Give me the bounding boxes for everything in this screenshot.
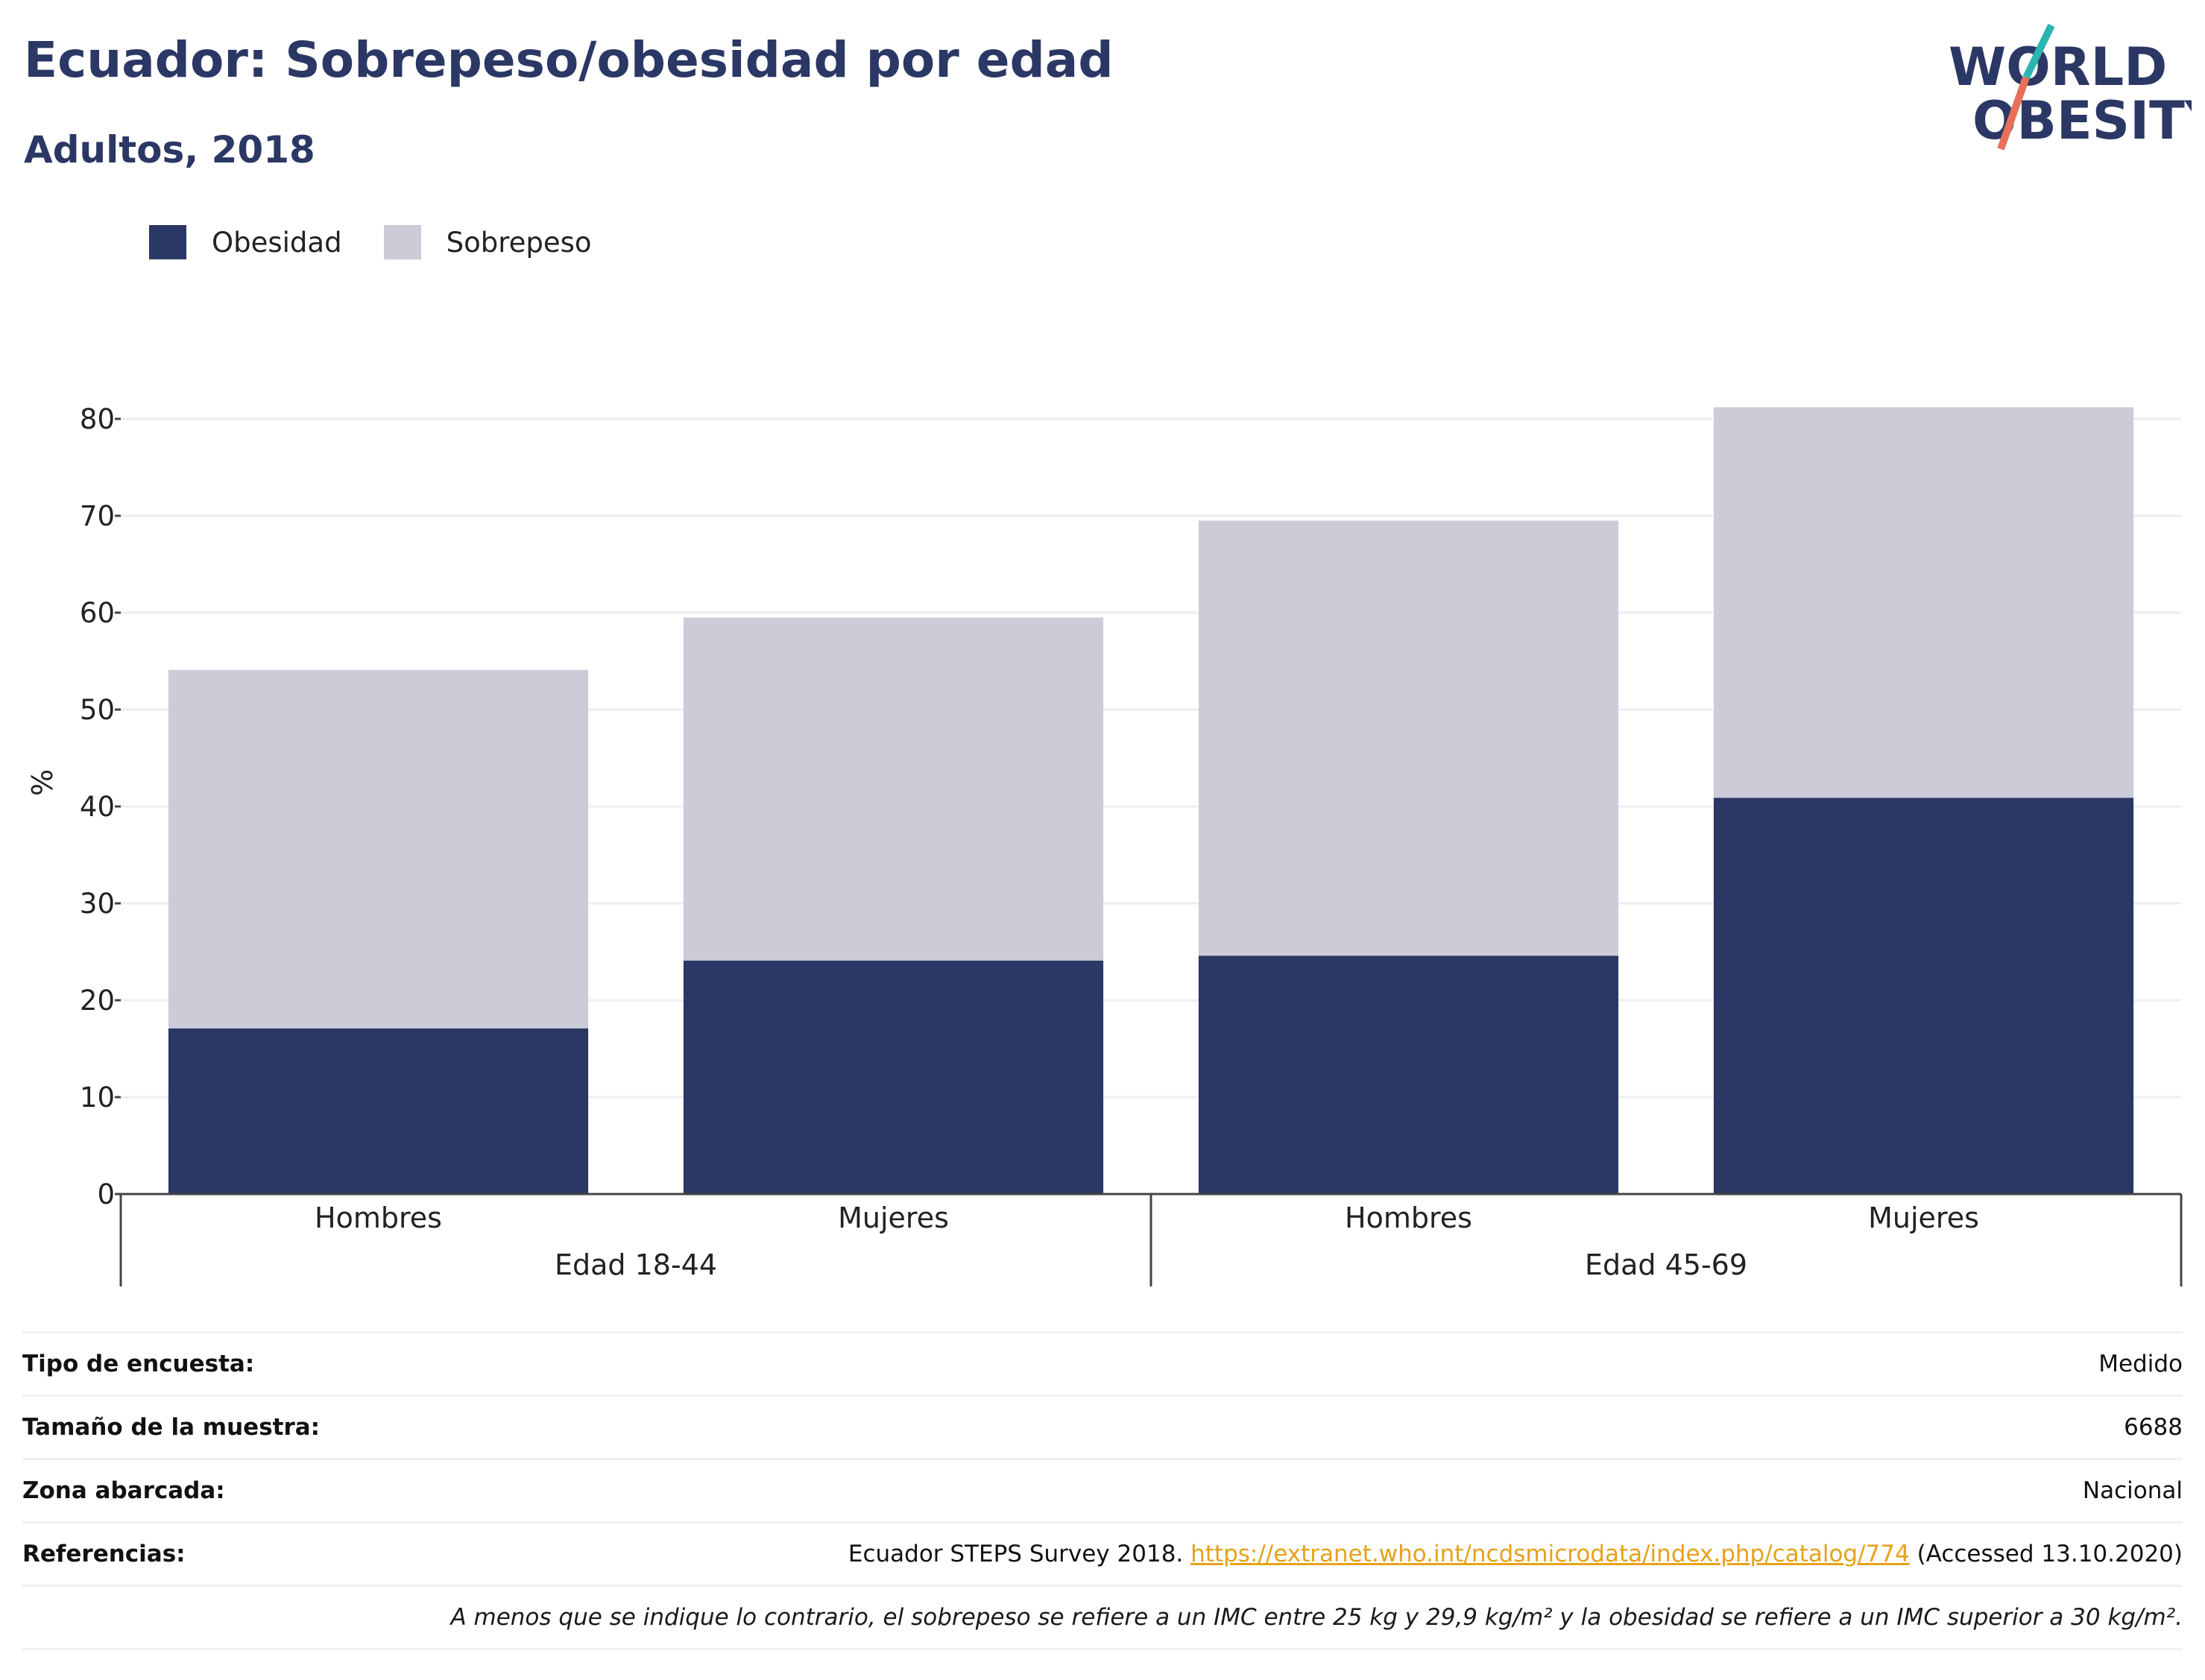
y-tick-label: 0 — [97, 1178, 115, 1210]
info-row-area: Zona abarcada: Nacional — [22, 1458, 2183, 1521]
survey-type-label: Tipo de encuesta: — [22, 1351, 255, 1377]
group-label: Edad 18-44 — [555, 1248, 717, 1281]
info-row-survey-type: Tipo de encuesta: Medido — [22, 1331, 2183, 1395]
chart-subtitle: Adultos, 2018 — [24, 128, 315, 171]
y-tick-label: 20 — [80, 985, 115, 1017]
group-label: Edad 45-69 — [1585, 1248, 1747, 1281]
info-row-note: A menos que se indique lo contrario, el … — [22, 1585, 2183, 1650]
y-tick-label: 60 — [80, 597, 115, 629]
logo-slash-coral — [1997, 76, 2030, 151]
legend-item-obesity[interactable]: Obesidad — [149, 225, 342, 259]
survey-type-value: Medido — [2098, 1351, 2183, 1377]
bar-obesity-1[interactable] — [683, 960, 1104, 1194]
bars — [168, 407, 2134, 1194]
sample-size-value: 6688 — [2124, 1414, 2183, 1441]
survey-info-table: Tipo de encuesta: Medido Tamaño de la mu… — [22, 1331, 2183, 1650]
bar-overweight-3[interactable] — [1713, 407, 2134, 798]
area-value: Nacional — [2082, 1477, 2183, 1504]
bar-obesity-3[interactable] — [1713, 798, 2134, 1194]
references-label: Referencias: — [22, 1541, 186, 1567]
info-row-references: Referencias: Ecuador STEPS Survey 2018. … — [22, 1521, 2183, 1585]
stacked-bar-chart: 0 10 20 30 40 50 60 70 80 Hombres Mujeres Hombres Mu… — [26, 403, 2183, 1286]
y-axis-label: % — [26, 769, 59, 796]
chart-legend: Obesidad Sobrepeso — [149, 224, 634, 261]
legend-label-overweight: Sobrepeso — [446, 226, 592, 259]
bar-obesity-0[interactable] — [168, 1028, 589, 1194]
info-row-sample-size: Tamaño de la muestra: 6688 — [22, 1395, 2183, 1458]
y-tick-label: 80 — [80, 403, 115, 435]
bar-overweight-1[interactable] — [683, 617, 1104, 961]
y-tick-label: 40 — [80, 791, 115, 823]
legend-swatch-overweight — [383, 225, 421, 259]
definition-note: A menos que se indique lo contrario, el … — [450, 1604, 2183, 1631]
legend-item-overweight[interactable]: Sobrepeso — [383, 225, 592, 259]
world-obesity-logo: WORLD OBESITY — [1949, 23, 2192, 151]
reference-link[interactable]: https://extranet.who.int/ncdsmicrodata/i… — [1190, 1541, 1910, 1567]
axes: 0 10 20 30 40 50 60 70 80 Hombres Mujeres Hombres Mu… — [80, 403, 2183, 1286]
y-tick-label: 30 — [80, 888, 115, 920]
sample-size-label: Tamaño de la muestra: — [22, 1414, 321, 1441]
logo-line-world: WORLD — [1949, 37, 2167, 98]
legend-swatch-obesity — [149, 225, 186, 259]
reference-accessed: (Accessed 13.10.2020) — [1909, 1541, 2183, 1567]
x-tick-label: Hombres — [1345, 1201, 1472, 1234]
reference-text: Ecuador STEPS Survey 2018. — [848, 1541, 1191, 1567]
area-label: Zona abarcada: — [22, 1477, 225, 1504]
y-tick-label: 10 — [80, 1081, 115, 1114]
chart-title: Ecuador: Sobrepeso/obesidad por edad — [24, 31, 1114, 89]
references-value: Ecuador STEPS Survey 2018. https://extra… — [848, 1541, 2183, 1567]
legend-label-obesity: Obesidad — [212, 226, 342, 259]
x-tick-label: Hombres — [315, 1201, 442, 1234]
logo-slash-teal — [2022, 23, 2055, 80]
bar-overweight-0[interactable] — [168, 669, 589, 1029]
y-tick-label: 70 — [80, 500, 115, 532]
y-tick-label: 50 — [80, 694, 115, 726]
x-tick-label: Mujeres — [838, 1201, 949, 1234]
bar-obesity-2[interactable] — [1198, 956, 1619, 1194]
bar-overweight-2[interactable] — [1198, 520, 1619, 956]
x-tick-label: Mujeres — [1868, 1201, 1979, 1234]
